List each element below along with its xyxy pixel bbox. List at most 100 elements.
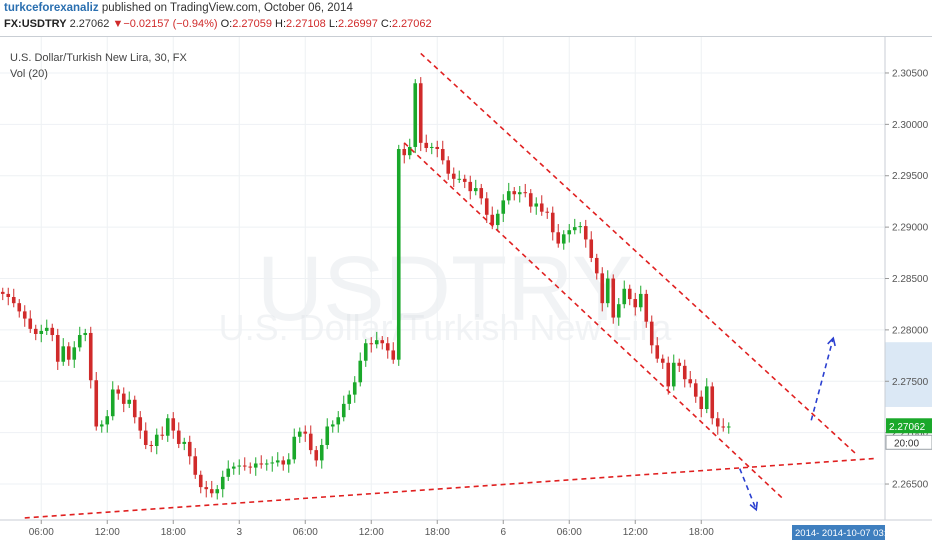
candle: [28, 310, 33, 333]
price-chart[interactable]: USDTRY U.S. Dollar/Turkish New Lira 2.26…: [0, 37, 932, 550]
time-axis[interactable]: 06:00 12:00 18:00 3 06:00 12:00 18:00 6 06:00 12:…: [0, 519, 932, 540]
candle-body: [204, 487, 209, 490]
candle: [55, 328, 60, 370]
candle-body: [374, 340, 379, 345]
candle: [231, 462, 236, 475]
open-value: 2.27059: [232, 18, 272, 30]
candle-body: [468, 181, 473, 192]
candle: [341, 395, 346, 422]
candle-body: [215, 489, 220, 494]
candle: [413, 79, 418, 154]
candle: [704, 378, 709, 414]
candle-body: [457, 178, 462, 180]
candle: [407, 138, 412, 160]
quote-line: FX:USDTRY 2.27062 ▼−0.02157 (−0.94%) O:2…: [4, 18, 432, 30]
candle: [248, 462, 253, 474]
trendline: [24, 457, 878, 519]
candle-body: [556, 232, 561, 244]
price-axis[interactable]: 2.26500 2.27000 2.27500 2.28000 2.28500 2.290…: [884, 37, 932, 550]
candle-body: [495, 213, 500, 226]
candle: [6, 287, 11, 306]
candle-body: [330, 424, 335, 427]
candle: [666, 356, 671, 395]
candle: [215, 485, 220, 500]
candle: [671, 354, 676, 391]
candle-body: [336, 417, 341, 425]
high-value: 2.27108: [286, 18, 326, 30]
candle: [39, 324, 44, 343]
candle-body: [66, 346, 71, 360]
candle-body: [88, 332, 93, 381]
candle-body: [710, 386, 715, 419]
candle-body: [600, 273, 605, 304]
candle-body: [143, 430, 148, 445]
candle-body: [512, 191, 517, 195]
candle: [567, 224, 572, 243]
candle-body: [281, 460, 286, 465]
candle-body: [286, 459, 291, 465]
candle: [457, 170, 462, 183]
candle: [17, 299, 22, 318]
candle: [226, 460, 231, 481]
date-cursor-box: [792, 525, 885, 540]
candle-body: [165, 418, 170, 436]
price-tick-label: 2.30000: [892, 120, 929, 131]
candle-body: [715, 418, 720, 427]
time-tick-label: 18:00: [425, 527, 450, 538]
candle-body: [182, 441, 187, 444]
candle: [11, 288, 16, 308]
candle-body: [644, 293, 649, 322]
candle: [94, 372, 99, 431]
candle-body: [479, 188, 484, 199]
candle: [116, 385, 121, 400]
candle: [594, 253, 599, 280]
author-link[interactable]: turkceforexanaliz: [4, 2, 99, 14]
countdown-label: 20:00: [894, 438, 919, 449]
candles: [0, 77, 731, 500]
candle: [22, 305, 27, 327]
candle: [550, 206, 555, 241]
candle-body: [589, 239, 594, 258]
candle-body: [171, 418, 176, 431]
candle-body: [627, 288, 632, 300]
candle-body: [523, 192, 528, 194]
current-price-box: [886, 418, 932, 434]
candle-body: [446, 160, 451, 174]
candle: [204, 480, 209, 498]
candle-body: [248, 466, 253, 468]
candle-body: [61, 346, 66, 362]
projection-arrows[interactable]: [739, 336, 836, 512]
candle-body: [259, 463, 264, 465]
candle: [655, 337, 660, 363]
candle: [220, 470, 225, 498]
candle: [484, 192, 489, 224]
candle: [605, 270, 610, 308]
candle-body: [506, 191, 511, 201]
candle-body: [671, 362, 676, 387]
candle-body: [567, 230, 572, 235]
trendlines[interactable]: [24, 52, 878, 519]
instrument-legend: U.S. Dollar/Turkish New Lira, 30, FX: [10, 52, 188, 64]
candle: [622, 280, 627, 309]
candle: [264, 459, 269, 471]
candle-body: [611, 278, 616, 318]
candle: [495, 209, 500, 232]
published-text: published on TradingView.com, October 06…: [101, 2, 353, 14]
candle: [83, 328, 88, 342]
candle-body: [121, 393, 126, 404]
candle: [72, 341, 77, 368]
candle: [501, 194, 506, 222]
candle-body: [253, 463, 258, 468]
candle-body: [33, 328, 38, 334]
candle: [583, 219, 588, 248]
candle: [369, 337, 374, 353]
candle: [61, 338, 66, 366]
candle: [187, 435, 192, 465]
candle: [330, 420, 335, 433]
candle: [396, 144, 401, 366]
candle-body: [638, 293, 643, 308]
publish-line: turkceforexanaliz published on TradingVi…: [4, 2, 353, 14]
candle-body: [220, 476, 225, 490]
candle-body: [11, 296, 16, 304]
